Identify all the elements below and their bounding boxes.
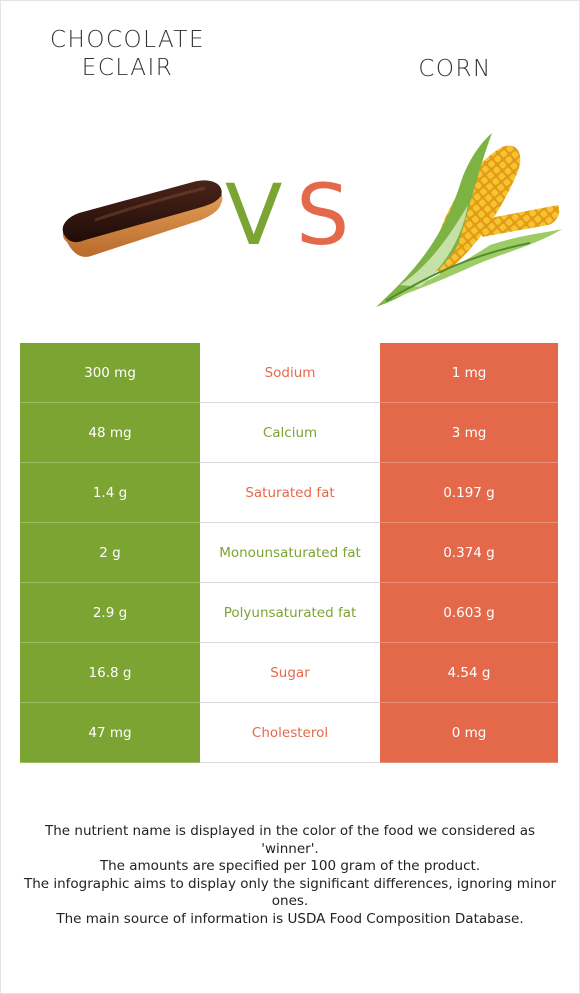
nutrient-row: 1.4 g Saturated fat 0.197 g (20, 462, 558, 523)
nutrient-row: 47 mg Cholesterol 0 mg (20, 702, 558, 763)
right-food-value: 4.54 g (380, 642, 558, 703)
left-food-value: 47 mg (20, 702, 200, 763)
right-food-value: 0 mg (380, 702, 558, 763)
vs-letter-s: S (296, 166, 350, 264)
nutrient-name: Cholesterol (200, 702, 380, 763)
note-per-100g: The amounts are specified per 100 gram o… (99, 858, 481, 875)
nutrient-name: Sugar (200, 642, 380, 703)
nutrient-name: Calcium (200, 402, 380, 463)
right-food-value: 3 mg (380, 402, 558, 463)
nutrient-row: 2 g Monounsaturated fat 0.374 g (20, 522, 558, 583)
footnotes: The nutrient name is displayed in the co… (22, 823, 558, 929)
nutrient-row: 48 mg Calcium 3 mg (20, 402, 558, 463)
nutrient-row: 16.8 g Sugar 4.54 g (20, 642, 558, 703)
eclair-illustration (62, 180, 223, 257)
left-food-value: 16.8 g (20, 642, 200, 703)
left-food-value: 300 mg (20, 343, 200, 403)
nutrient-row: 300 mg Sodium 1 mg (20, 343, 558, 403)
comparison-table: 300 mg Sodium 1 mg 48 mg Calcium 3 mg 1.4 g Sat… (20, 343, 558, 763)
vs-letter-v: V (225, 166, 283, 264)
right-food-title: CORN (418, 56, 492, 82)
left-food-value: 2 g (20, 522, 200, 583)
left-food-value: 2.9 g (20, 582, 200, 643)
note-data-source: The main source of information is USDA F… (56, 910, 524, 927)
note-significant-differences: The infographic aims to display only the… (23, 875, 557, 910)
left-food-value: 48 mg (20, 402, 200, 463)
nutrient-name: Saturated fat (200, 462, 380, 523)
nutrient-name: Polyunsaturated fat (200, 582, 380, 643)
right-food-value: 0.603 g (380, 582, 558, 643)
note-winner-color: The nutrient name is displayed in the co… (44, 823, 536, 857)
nutrient-name: Sodium (200, 343, 380, 403)
right-food-value: 0.197 g (380, 462, 558, 523)
right-food-value: 0.374 g (380, 522, 558, 583)
left-food-title: CHOCOLATE ECLAIR (50, 27, 205, 81)
nutrient-name: Monounsaturated fat (200, 522, 380, 583)
corn-illustration (376, 133, 562, 307)
right-food-value: 1 mg (380, 343, 558, 403)
left-food-value: 1.4 g (20, 462, 200, 523)
nutrient-row: 2.9 g Polyunsaturated fat 0.603 g (20, 582, 558, 643)
